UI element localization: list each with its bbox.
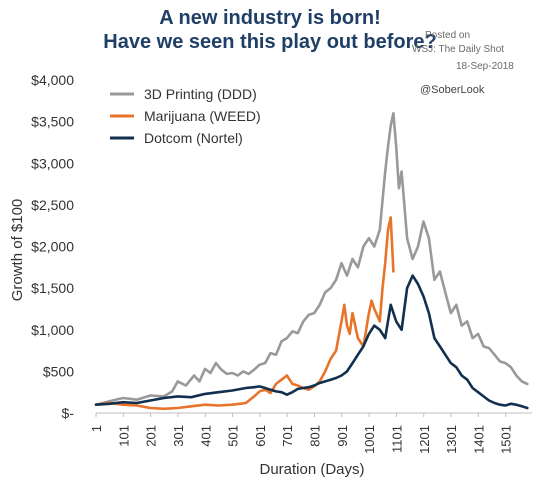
source-posted-on: Posted on [425, 30, 471, 41]
x-tick-label: 1101 [389, 425, 404, 453]
y-tick-label: $4,000 [31, 72, 74, 88]
y-tick-label: $2,500 [31, 197, 74, 213]
series-line-2 [94, 274, 529, 410]
legend-label: Dotcom (Nortel) [144, 130, 243, 146]
y-tick-label: $1,500 [31, 280, 74, 296]
y-tick-label: $500 [43, 363, 74, 379]
x-tick-label: 501 [226, 425, 241, 447]
series-line-1 [94, 216, 395, 411]
series-layer [94, 112, 529, 411]
y-tick-label: $3,500 [31, 114, 74, 130]
x-tick-label: 201 [144, 425, 159, 447]
y-tick-label: $3,000 [31, 155, 74, 171]
legend-label: 3D Printing (DDD) [144, 86, 257, 102]
x-tick-label: 801 [308, 425, 323, 447]
x-axis: 1 101 201 301 401 501 601 701 801 901 1001 1101 1201… [89, 412, 532, 454]
chart-title-line-2: Have we seen this play out before? [103, 31, 437, 53]
legend: 3D Printing (DDD) Marijuana (WEED) Dotcom … [110, 86, 261, 146]
x-tick-label: 1201 [417, 425, 432, 454]
source-handle: @SoberLook [420, 84, 485, 96]
legend-label: Marijuana (WEED) [144, 108, 261, 124]
source-date: 18-Sep-2018 [456, 61, 514, 72]
source-publisher: WSJ: The Daily Shot [412, 44, 505, 55]
x-tick-label: 301 [171, 425, 186, 447]
x-tick-label: 1 [89, 425, 104, 432]
y-tick-label: $- [62, 405, 75, 421]
chart-title-line-1: A new industry is born! [159, 7, 381, 29]
series-line-0 [94, 112, 529, 406]
y-axis: $- $500 $1,000 $1,500 $2,000 $2,500 $3,000 $3,5… [31, 72, 74, 421]
x-tick-label: 101 [116, 425, 131, 447]
x-tick-label: 901 [335, 425, 350, 447]
x-tick-label: 1501 [499, 425, 514, 454]
chart-title: A new industry is born! Have we seen thi… [0, 6, 540, 54]
y-tick-label: $1,000 [31, 322, 74, 338]
y-tick-label: $2,000 [31, 239, 74, 255]
x-tick-label: 1001 [362, 425, 377, 454]
x-tick-label: 601 [253, 425, 268, 447]
x-tick-label: 1301 [444, 425, 459, 454]
x-tick-label: 1401 [471, 425, 486, 454]
x-axis-label: Duration (Days) [259, 461, 364, 478]
y-axis-label: Growth of $100 [9, 199, 26, 302]
x-tick-label: 401 [198, 425, 213, 447]
x-tick-label: 701 [280, 425, 295, 447]
